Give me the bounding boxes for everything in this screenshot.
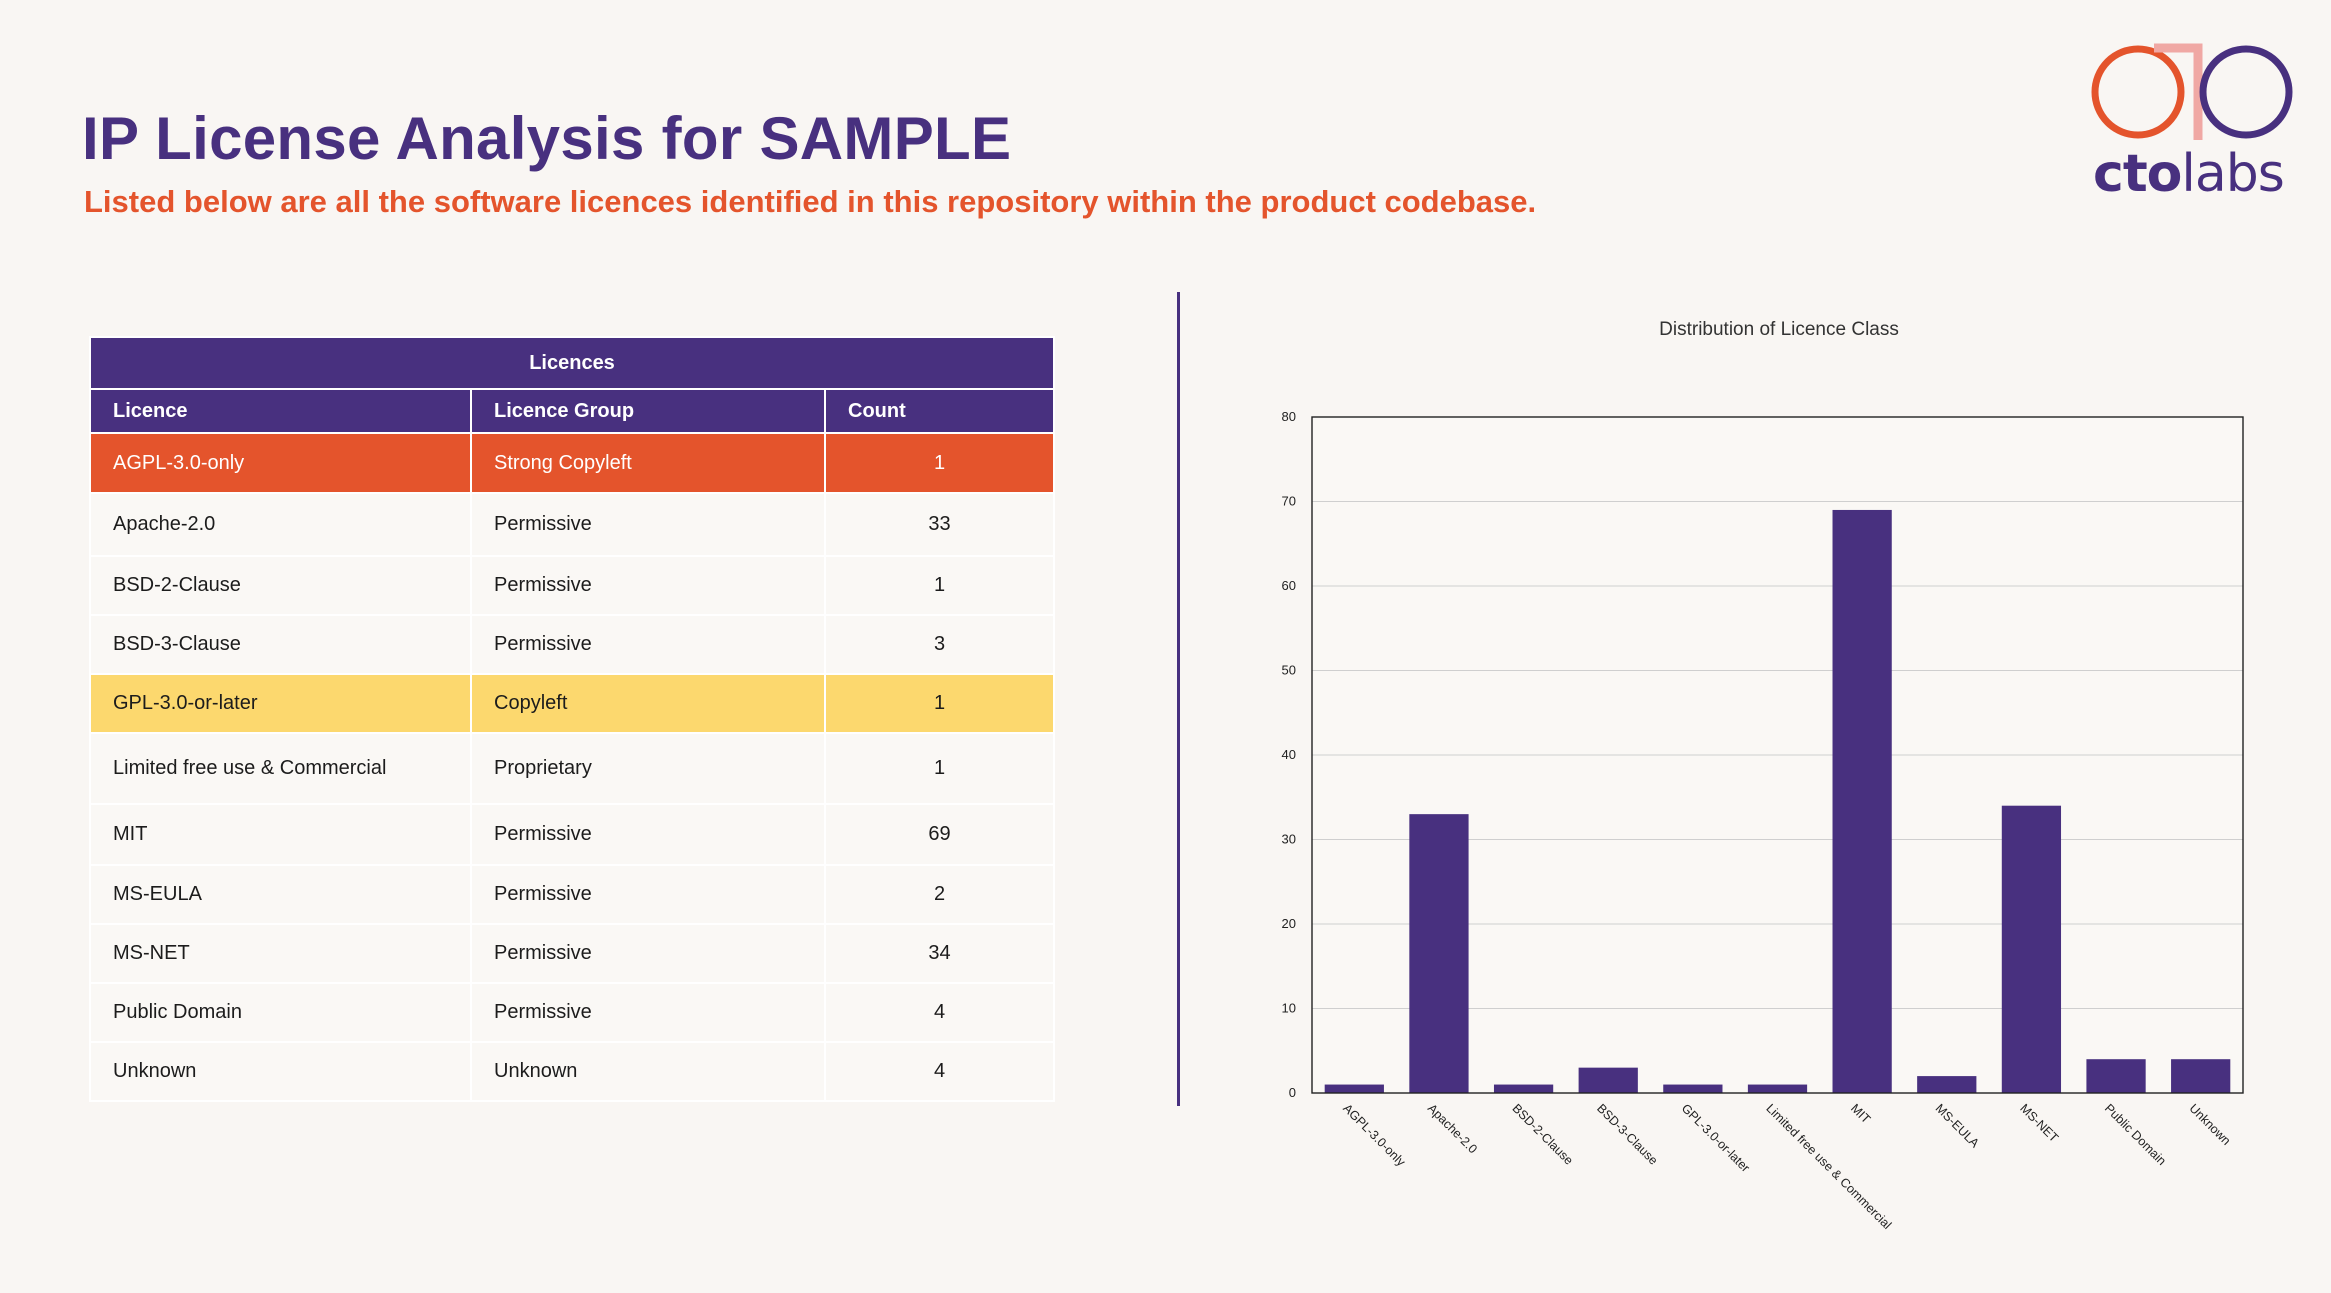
x-tick-label: Public Domain (2102, 1101, 2169, 1168)
y-tick-label: 80 (1282, 409, 1296, 424)
cell-licence: Limited free use & Commercial (89, 732, 472, 805)
table-row: MIT Permissive 69 (89, 803, 1056, 866)
cell-count: 34 (823, 923, 1056, 984)
x-tick-label: AGPL-3.0-only (1340, 1101, 1408, 1169)
cell-count: 1 (823, 432, 1056, 494)
table-row: AGPL-3.0-only Strong Copyleft 1 (89, 432, 1056, 494)
table-caption: Licences (88, 336, 1056, 390)
cell-group: Strong Copyleft (470, 432, 826, 494)
y-tick-label: 20 (1282, 916, 1296, 931)
page-subtitle: Listed below are all the software licenc… (84, 184, 1537, 219)
bar (1324, 1084, 1384, 1093)
cell-group: Permissive (470, 864, 826, 925)
cell-count: 2 (823, 864, 1056, 925)
plot-frame (1311, 416, 2244, 1094)
x-tick-label: MIT (1848, 1101, 1873, 1126)
cell-licence: Unknown (89, 1041, 472, 1102)
bar (1578, 1067, 1638, 1093)
column-header-group: Licence Group (470, 388, 826, 434)
cell-count: 69 (823, 803, 1056, 866)
cell-group: Permissive (470, 555, 826, 616)
y-tick-label: 70 (1282, 494, 1296, 509)
cell-licence: GPL-3.0-or-later (89, 673, 472, 734)
x-tick-label: Limited free use & Commercial (1763, 1101, 1894, 1232)
x-tick-label: MS-NET (2017, 1101, 2061, 1145)
y-tick-label: 10 (1282, 1001, 1296, 1016)
cell-group: Permissive (470, 492, 826, 557)
page-title: IP License Analysis for SAMPLE (82, 105, 1012, 172)
cell-count: 1 (823, 673, 1056, 734)
section-divider (1177, 292, 1180, 1106)
x-tick-label: Unknown (2187, 1101, 2234, 1148)
licences-table: Licences Licence Licence Group Count AGP… (88, 336, 1056, 1102)
x-tick-label: MS-EULA (1933, 1101, 1983, 1151)
cell-count: 3 (823, 614, 1056, 675)
cell-group: Permissive (470, 614, 826, 675)
cell-count: 4 (823, 1041, 1056, 1102)
cell-group: Copyleft (470, 673, 826, 734)
logo-text-light: labs (2181, 144, 2284, 204)
bar (1493, 1084, 1554, 1093)
x-tick-label: Apache-2.0 (1425, 1101, 1480, 1156)
cell-count: 1 (823, 732, 1056, 805)
bar (2086, 1059, 2146, 1093)
bar (1663, 1084, 1723, 1093)
column-header-licence: Licence (89, 388, 472, 434)
bar (1409, 814, 1469, 1093)
cell-licence: BSD-2-Clause (89, 555, 472, 616)
ctolabs-logo-text: ctolabs (2093, 144, 2285, 204)
column-header-count: Count (823, 388, 1056, 434)
licence-distribution-chart: 0 10 20 30 40 50 60 70 80 AGPL-3.0-only Apache-2.0… (1282, 319, 2244, 1232)
cell-licence: BSD-3-Clause (89, 614, 472, 675)
bar (2171, 1059, 2231, 1093)
table-row: Apache-2.0 Permissive 33 (89, 492, 1056, 557)
cell-group: Permissive (470, 923, 826, 984)
table-row: GPL-3.0-or-later Copyleft 1 (89, 673, 1056, 734)
table-row: BSD-3-Clause Permissive 3 (89, 614, 1056, 675)
y-tick-label: 60 (1282, 578, 1296, 593)
x-tick-label: GPL-3.0-or-later (1679, 1101, 1753, 1175)
bar (1832, 509, 1892, 1093)
cell-licence: MS-NET (89, 923, 472, 984)
cell-count: 33 (823, 492, 1056, 557)
cell-group: Unknown (470, 1041, 826, 1102)
ctolabs-logo-mark (2091, 43, 2293, 140)
cell-licence: MS-EULA (89, 864, 472, 925)
table-row: MS-NET Permissive 34 (89, 923, 1056, 984)
logo-text-bold: cto (2093, 144, 2182, 204)
y-tick-label: 30 (1282, 832, 1296, 847)
cell-licence: Apache-2.0 (89, 492, 472, 557)
y-tick-label: 50 (1282, 663, 1296, 678)
cell-licence: Public Domain (89, 982, 472, 1043)
chart-title: Distribution of Licence Class (1659, 319, 1899, 340)
cell-group: Permissive (470, 803, 826, 866)
table-row: Public Domain Permissive 4 (89, 982, 1056, 1043)
bar (1747, 1084, 1808, 1093)
cell-count: 4 (823, 982, 1056, 1043)
y-tick-label: 40 (1282, 747, 1296, 762)
cell-group: Proprietary (470, 732, 826, 805)
x-tick-label: BSD-2-Clause (1509, 1101, 1575, 1167)
cell-licence: AGPL-3.0-only (89, 432, 472, 494)
y-tick-label: 0 (1289, 1085, 1296, 1100)
bar (2001, 805, 2062, 1093)
table-row: Limited free use & Commercial Proprietar… (89, 732, 1056, 805)
table-row: BSD-2-Clause Permissive 1 (89, 555, 1056, 616)
table-row: MS-EULA Permissive 2 (89, 864, 1056, 925)
cell-count: 1 (823, 555, 1056, 616)
cell-group: Permissive (470, 982, 826, 1043)
cell-licence: MIT (89, 803, 472, 866)
table-row: Unknown Unknown 4 (89, 1041, 1056, 1102)
x-tick-label: BSD-3-Clause (1594, 1101, 1660, 1167)
bar (1917, 1076, 1977, 1093)
